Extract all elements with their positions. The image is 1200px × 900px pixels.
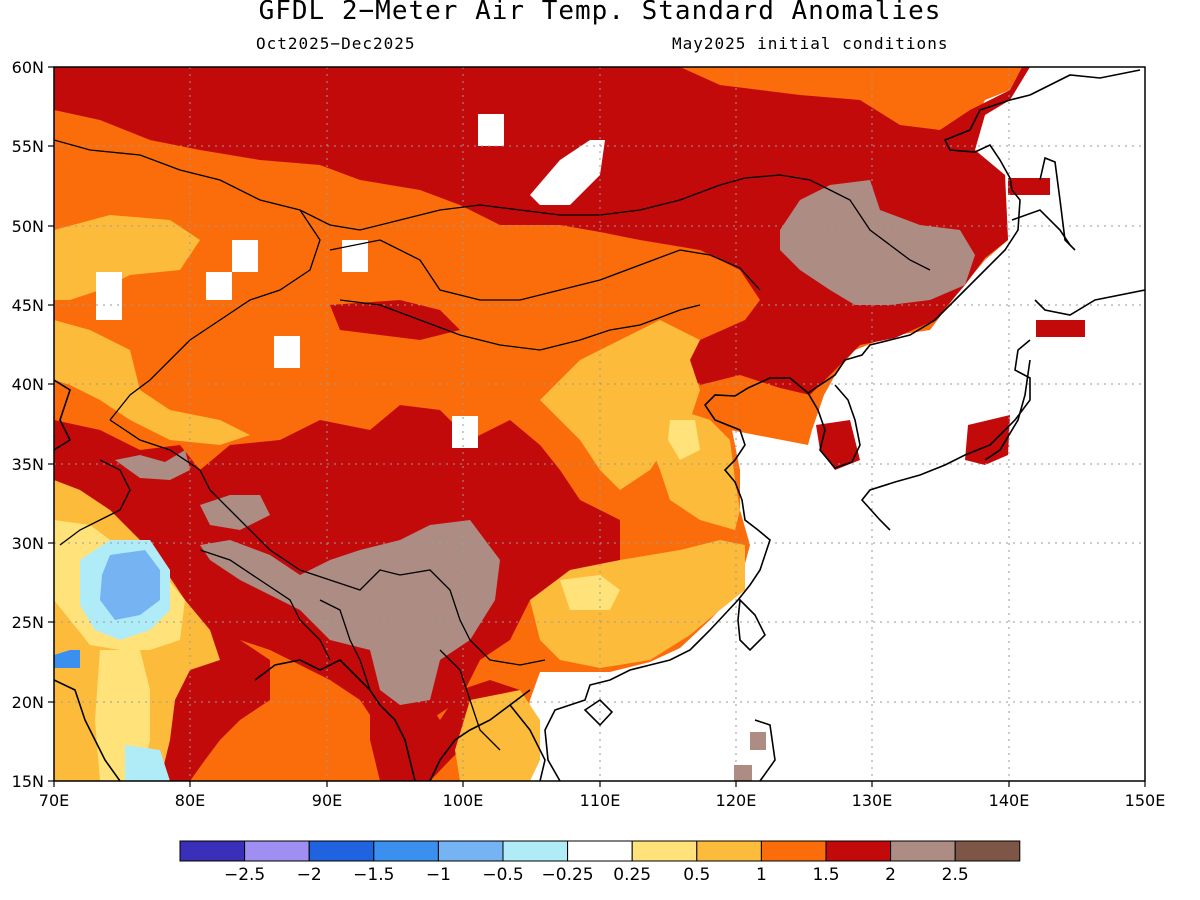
colorbar-swatch [308, 840, 375, 862]
lat-label: 35N [12, 455, 44, 474]
land-anomaly-2-5-taiwan [750, 732, 766, 750]
map-title: GFDL 2−Meter Air Temp. Standard Anomalie… [258, 0, 942, 26]
colorbar-swatch [890, 840, 956, 862]
land-anomaly-1-west [54, 215, 200, 300]
colorbar-label: −1.5 [353, 865, 394, 885]
colorbar-swatch [179, 840, 246, 862]
lat-label: 45N [12, 296, 44, 315]
colorbar-swatch [437, 840, 504, 862]
lon-label: 80E [175, 791, 205, 810]
colorbar-label: 2.5 [942, 865, 969, 885]
land-anomaly-2-north [54, 67, 1030, 395]
lat-label: 30N [12, 534, 44, 553]
colorbar-label: 0.25 [613, 865, 651, 885]
colorbar-swatch [825, 840, 892, 862]
lake-small [478, 114, 504, 146]
land-anomaly-neg-south [125, 745, 170, 781]
land-anomaly-2-band [330, 300, 460, 340]
anomaly-field [54, 67, 1145, 781]
land-anomaly-2-hokkaido [1036, 320, 1085, 337]
land-anomaly-0-5-china [560, 575, 620, 610]
lat-label: 40N [12, 375, 44, 394]
lon-label: 140E [989, 791, 1030, 810]
colorbar-swatch [696, 840, 762, 862]
land-anomaly-1-southchina [530, 540, 745, 668]
colorbar-label: 0.5 [683, 865, 710, 885]
latitude-labels: 60N 55N 50N 45N 40N 35N 30N 25N 20N 15N [12, 58, 44, 791]
colorbar-swatch [502, 840, 569, 862]
colorbar-swatch [244, 840, 310, 862]
lake-qinghai [452, 416, 478, 448]
colorbar-label: −0.5 [482, 865, 523, 885]
lat-label: 55N [12, 137, 44, 156]
lon-label: 110E [580, 791, 621, 810]
colorbar-swatch [567, 840, 633, 862]
country-borders [54, 139, 931, 751]
land-anomaly-1-east [640, 410, 740, 530]
lat-label: 15N [12, 772, 44, 791]
colorbar-label: −1 [426, 865, 451, 885]
land-anomaly-2-japan [965, 415, 1010, 465]
longitude-labels: 70E 80E 90E 100E 110E 120E 130E 140E 150… [39, 791, 1166, 810]
lon-label: 100E [443, 791, 484, 810]
lon-label: 130E [852, 791, 893, 810]
colorbar-swatch [760, 840, 827, 862]
land-anomaly-2-sakhalin [1008, 178, 1050, 195]
land-anomaly-neg-1 [54, 650, 80, 668]
colorbar-swatch [373, 840, 439, 862]
land-anomaly-2-5-kashmir [115, 450, 190, 480]
land-anomaly-2-5-west-tibet [200, 495, 270, 530]
colorbar-label: −2 [297, 865, 322, 885]
lat-label: 60N [12, 58, 44, 77]
lon-label: 150E [1125, 791, 1166, 810]
initial-conditions: May2025 initial conditions [672, 34, 949, 53]
lon-label: 120E [716, 791, 757, 810]
land-anomaly-neg-0-5 [100, 550, 160, 620]
colorbar-label: −2.5 [224, 865, 265, 885]
lake-baikal [530, 140, 605, 205]
lon-label: 90E [312, 791, 342, 810]
coastlines [54, 69, 1145, 781]
land-anomaly-1-kazakh [54, 320, 250, 445]
land-anomaly-2-5-tibet [200, 520, 500, 705]
colorbar-swatch [954, 840, 1021, 862]
lat-label: 25N [12, 613, 44, 632]
colorbar-label: −0.25 [542, 865, 594, 885]
lake-balkhash [206, 272, 232, 300]
axis-ticks [48, 66, 1146, 787]
lat-label: 50N [12, 217, 44, 236]
lake-zaysan [232, 240, 258, 272]
graticule [54, 67, 1145, 781]
land-anomaly-2-5-philippines [734, 765, 752, 781]
colorbar-swatch [631, 840, 698, 862]
colorbar: −2.5 −2 −1.5 −1 −0.5 −0.25 0.25 0.5 1 1.5 2 2.5 [179, 840, 1021, 885]
lake-aral [96, 272, 122, 320]
land-anomaly-0-5-north [668, 420, 700, 460]
forecast-period: Oct2025−Dec2025 [256, 34, 416, 53]
lake-issyk [274, 336, 300, 368]
colorbar-label: 2 [885, 865, 896, 885]
lat-label: 20N [12, 693, 44, 712]
lon-label: 70E [39, 791, 69, 810]
colorbar-label: 1.5 [812, 865, 839, 885]
colorbar-label: 1 [756, 865, 767, 885]
land-anomaly-2-5-manchuria [780, 180, 975, 305]
land-anomaly-1-indochina [455, 690, 540, 781]
